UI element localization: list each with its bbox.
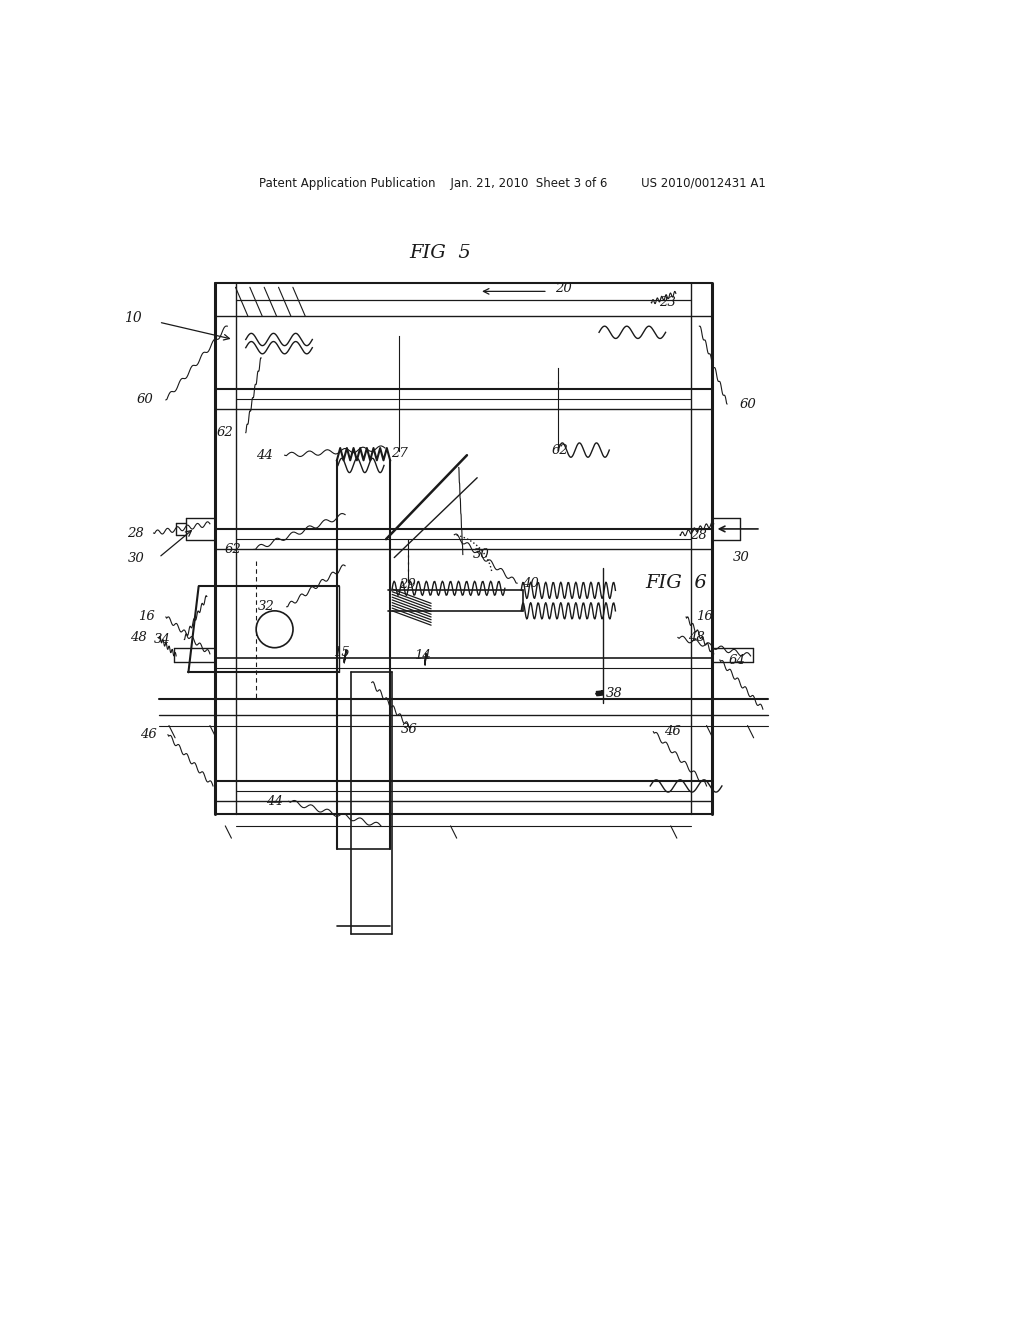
Text: 60: 60	[137, 393, 154, 407]
Text: 20: 20	[555, 281, 571, 294]
Text: FIG  5: FIG 5	[410, 244, 471, 263]
Text: 32: 32	[258, 601, 274, 614]
Text: 30: 30	[733, 552, 750, 564]
Text: 44: 44	[266, 795, 283, 808]
Text: 62: 62	[225, 543, 242, 556]
Text: 30: 30	[473, 548, 489, 561]
Text: 40: 40	[522, 577, 539, 590]
Text: 48: 48	[688, 631, 705, 644]
Text: 16: 16	[138, 610, 155, 623]
Text: 34: 34	[154, 634, 170, 645]
Text: 38: 38	[606, 688, 623, 701]
Text: 64: 64	[729, 653, 745, 667]
Text: 10: 10	[124, 312, 142, 325]
Text: 60: 60	[739, 397, 756, 411]
Text: 16: 16	[696, 610, 713, 623]
Text: 36: 36	[401, 723, 418, 737]
Text: 28: 28	[127, 527, 143, 540]
Text: 14: 14	[415, 649, 431, 663]
Text: FIG  6: FIG 6	[645, 574, 707, 593]
Text: 48: 48	[130, 631, 146, 644]
Text: 62: 62	[552, 444, 568, 457]
Text: 23: 23	[659, 296, 676, 309]
Text: 28: 28	[690, 528, 707, 541]
Text: 46: 46	[665, 725, 681, 738]
Text: 29: 29	[399, 578, 416, 591]
Text: 62: 62	[217, 426, 233, 440]
Text: 15: 15	[333, 647, 349, 659]
Text: 46: 46	[140, 729, 157, 742]
Text: Patent Application Publication    Jan. 21, 2010  Sheet 3 of 6         US 2010/00: Patent Application Publication Jan. 21, …	[259, 177, 765, 190]
Text: 44: 44	[256, 449, 272, 462]
Text: 30: 30	[128, 552, 144, 565]
Text: 27: 27	[391, 446, 408, 459]
